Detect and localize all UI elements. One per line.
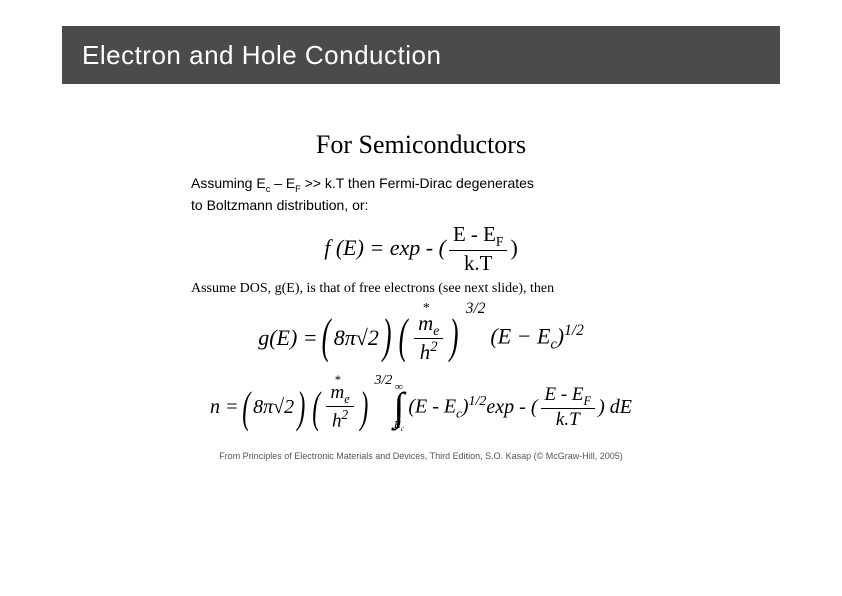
tail: ) dE — [598, 396, 632, 419]
denominator: h2 — [328, 407, 352, 432]
text: Assuming E — [191, 175, 266, 191]
text: E - E — [453, 222, 496, 246]
text: E — [394, 419, 401, 431]
subtitle: For Semiconductors — [0, 130, 842, 160]
star: * — [422, 300, 429, 316]
text: h — [332, 411, 342, 432]
numerator: m*e — [414, 311, 443, 340]
assumption-2: Assume DOS, g(E), is that of free electr… — [191, 281, 651, 297]
integral: ∞ ∫ Ec — [393, 383, 404, 433]
eq-lhs: g(E) = — [258, 325, 317, 351]
subscript-F: F — [496, 234, 504, 249]
text: – E — [270, 175, 295, 191]
text: E - E — [545, 384, 584, 405]
text: >> k.T then Fermi-Dirac degenerates — [301, 175, 534, 191]
paren-group: ( m*e h2 ) 3/2 — [395, 311, 462, 365]
text: h — [420, 340, 430, 364]
exponent: 3/2 — [466, 300, 486, 318]
tail: (E − Ec)1/2 — [490, 322, 583, 354]
text: (E − E — [490, 323, 550, 348]
numerator: m*e — [326, 382, 353, 407]
const: 8π√2 — [334, 325, 379, 351]
star: * — [334, 373, 340, 387]
equation-boltzmann: f (E) = exp - ( E - EF k.T ) — [0, 222, 842, 275]
const: 8π√2 — [253, 396, 294, 419]
integral-symbol: ∫ — [393, 393, 404, 421]
integrand: (E - Ec)1/2 — [408, 394, 486, 422]
fraction: m*e h2 — [326, 382, 353, 432]
assumption-1: Assuming Ec – EF >> k.T then Fermi-Dirac… — [191, 174, 651, 214]
subscript-e: e — [433, 323, 439, 338]
subscript-c: c — [401, 425, 404, 433]
paren-group: (8π√2) — [318, 318, 395, 357]
fraction: E - EF k.T — [541, 384, 596, 431]
superscript-2: 2 — [342, 407, 349, 422]
close-paren: ) — [510, 235, 517, 261]
numerator: E - EF — [541, 384, 596, 409]
subscript-e: e — [344, 392, 349, 406]
slide-content: For Semiconductors Assuming Ec – EF >> k… — [0, 130, 842, 461]
exponent: 1/2 — [469, 394, 487, 409]
denominator: k.T — [460, 251, 496, 275]
text: ) — [462, 395, 469, 417]
slide-title: Electron and Hole Conduction — [82, 40, 441, 71]
subscript-F: F — [584, 394, 592, 408]
exponent: 1/2 — [564, 322, 584, 339]
fraction: m*e h2 — [414, 311, 443, 365]
equation-n: n = (8π√2) ( m*e h2 ) 3/2 ∞ ∫ Ec (E - Ec… — [0, 382, 842, 432]
denominator: k.T — [552, 409, 584, 431]
lower-bound: Ec — [394, 421, 404, 433]
text: to Boltzmann distribution, or: — [191, 197, 368, 213]
eq-lhs: f (E) = exp - ( — [324, 235, 446, 261]
superscript-2: 2 — [430, 339, 437, 355]
eq-lhs: n = — [210, 396, 239, 419]
citation: From Principles of Electronic Materials … — [0, 451, 842, 461]
exponent: 3/2 — [374, 373, 392, 389]
exp-text: exp - ( — [486, 396, 537, 419]
numerator: E - EF — [449, 222, 508, 251]
paren-group: ( m*e h2 ) 3/2 — [309, 382, 372, 432]
denominator: h2 — [416, 339, 442, 364]
equation-dos: g(E) = (8π√2) ( m*e h2 ) 3/2 (E − Ec)1/2 — [0, 311, 842, 365]
text: (E - E — [408, 395, 456, 417]
fraction: E - EF k.T — [449, 222, 508, 275]
title-bar: Electron and Hole Conduction — [62, 26, 780, 84]
paren-group: (8π√2) — [239, 390, 309, 425]
